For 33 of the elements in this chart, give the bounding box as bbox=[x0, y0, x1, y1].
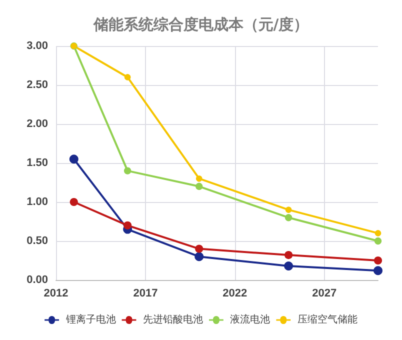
x-tick-label: 2027 bbox=[312, 288, 337, 300]
point bbox=[284, 250, 293, 260]
y-tick-label: 3.00 bbox=[26, 40, 48, 52]
y-tick-label: 2.00 bbox=[26, 118, 48, 130]
y-tick-label: 0.00 bbox=[26, 274, 48, 286]
x-tick-label: 2012 bbox=[44, 288, 68, 300]
point bbox=[124, 221, 132, 230]
point bbox=[69, 154, 78, 164]
legend-label: 液流电池 bbox=[230, 314, 270, 326]
point bbox=[374, 256, 382, 265]
legend-label: 压缩空气储能 bbox=[297, 314, 358, 326]
point bbox=[124, 74, 131, 80]
y-tick-label: 1.00 bbox=[26, 196, 48, 208]
x-tick-label: 2017 bbox=[133, 288, 158, 300]
point bbox=[195, 244, 204, 253]
chart-title: 储能系统综合度电成本（元/度） bbox=[92, 16, 309, 34]
legend-label: 先进铅酸电池 bbox=[143, 314, 203, 326]
point bbox=[124, 167, 132, 174]
point bbox=[196, 182, 203, 190]
point bbox=[70, 198, 78, 206]
point bbox=[284, 261, 294, 270]
x-tick-label: 2022 bbox=[222, 288, 248, 300]
point bbox=[194, 252, 204, 262]
point bbox=[196, 175, 202, 182]
point bbox=[285, 206, 292, 213]
y-tick-label: 2.50 bbox=[26, 79, 48, 91]
point bbox=[374, 230, 382, 236]
legend-label: 锂离子电池 bbox=[64, 314, 116, 326]
point bbox=[284, 214, 292, 222]
y-tick-label: 1.50 bbox=[26, 157, 48, 169]
point bbox=[374, 266, 382, 276]
y-tick-label: 0.50 bbox=[26, 235, 48, 247]
point bbox=[374, 237, 382, 245]
